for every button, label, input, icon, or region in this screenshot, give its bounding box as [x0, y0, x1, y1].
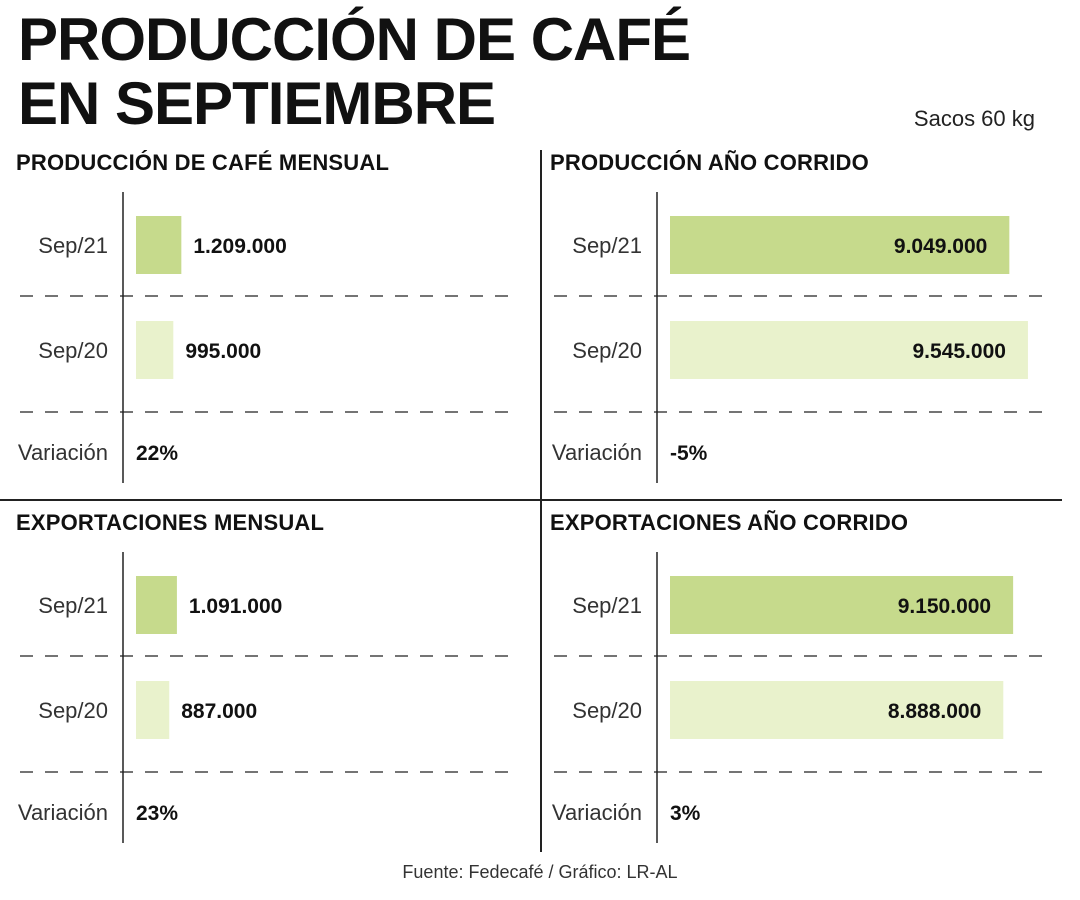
variation-label: Variación: [18, 440, 108, 465]
category-label: Sep/21: [572, 233, 642, 258]
category-label: Sep/20: [38, 338, 108, 363]
panel-exportaciones-anio-corrido: EXPORTACIONES AÑO CORRIDO Sep/21 9.150.00…: [550, 510, 1080, 870]
data-label: 1.209.000: [193, 235, 286, 258]
panel-produccion-mensual: PRODUCCIÓN DE CAFÉ MENSUAL Sep/21 1.209.0…: [16, 150, 546, 510]
variation-value: 23%: [136, 802, 178, 825]
units-label: Sacos 60 kg: [913, 106, 1035, 131]
source-note: Fuente: Fedecafé / Gráfico: LR-AL: [402, 862, 678, 882]
panel-produccion-anio-corrido: PRODUCCIÓN AÑO CORRIDO Sep/21 9.049.000 Se…: [550, 150, 1080, 510]
bar-chart: Sep/21 9.150.000 Sep/20 8.888.000 Variación 3…: [552, 552, 1054, 843]
data-label: 8.888.000: [888, 700, 981, 723]
panel-title: PRODUCCIÓN AÑO CORRIDO: [550, 150, 869, 175]
bar: [670, 576, 1014, 634]
panel-title: EXPORTACIONES AÑO CORRIDO: [550, 510, 909, 535]
center-divider-top: [540, 150, 542, 500]
data-label: 9.545.000: [913, 340, 1006, 363]
data-label: 1.091.000: [189, 595, 282, 618]
data-label: 995.000: [185, 340, 261, 363]
panel-title: EXPORTACIONES MENSUAL: [16, 510, 325, 535]
data-label: 9.150.000: [898, 595, 991, 618]
bar-chart: Sep/21 1.209.000 Sep/20 995.000 Variación 22%: [18, 192, 520, 483]
middle-divider: [0, 499, 1062, 501]
category-label: Sep/20: [572, 338, 642, 363]
bar-chart: Sep/21 1.091.000 Sep/20 887.000 Variación 23%: [18, 552, 520, 843]
center-divider-bottom: [540, 500, 542, 852]
bar: [136, 321, 174, 379]
variation-value: -5%: [670, 442, 708, 465]
category-label: Sep/21: [38, 233, 108, 258]
variation-label: Variación: [552, 440, 642, 465]
variation-value: 22%: [136, 442, 178, 465]
bar: [136, 576, 177, 634]
bar: [670, 321, 1028, 379]
bar-chart: Sep/21 9.049.000 Sep/20 9.545.000 Variación -…: [552, 192, 1054, 483]
category-label: Sep/21: [572, 593, 642, 618]
variation-value: 3%: [670, 802, 701, 825]
category-label: Sep/21: [38, 593, 108, 618]
data-label: 9.049.000: [894, 235, 987, 258]
variation-label: Variación: [552, 800, 642, 825]
bar: [136, 216, 182, 274]
title-line-1: PRODUCCIÓN DE CAFÉ: [18, 6, 691, 73]
panel-exportaciones-mensual: EXPORTACIONES MENSUAL Sep/21 1.091.000 Sep…: [16, 510, 546, 870]
panel-title: PRODUCCIÓN DE CAFÉ MENSUAL: [16, 150, 390, 175]
variation-label: Variación: [18, 800, 108, 825]
bar: [136, 681, 170, 739]
data-label: 887.000: [181, 700, 257, 723]
category-label: Sep/20: [572, 698, 642, 723]
chart-title: PRODUCCIÓN DE CAFÉ EN SEPTIEMBRE: [18, 6, 691, 137]
bar: [670, 216, 1010, 274]
category-label: Sep/20: [38, 698, 108, 723]
bar: [670, 681, 1004, 739]
title-line-2: EN SEPTIEMBRE: [18, 70, 496, 137]
